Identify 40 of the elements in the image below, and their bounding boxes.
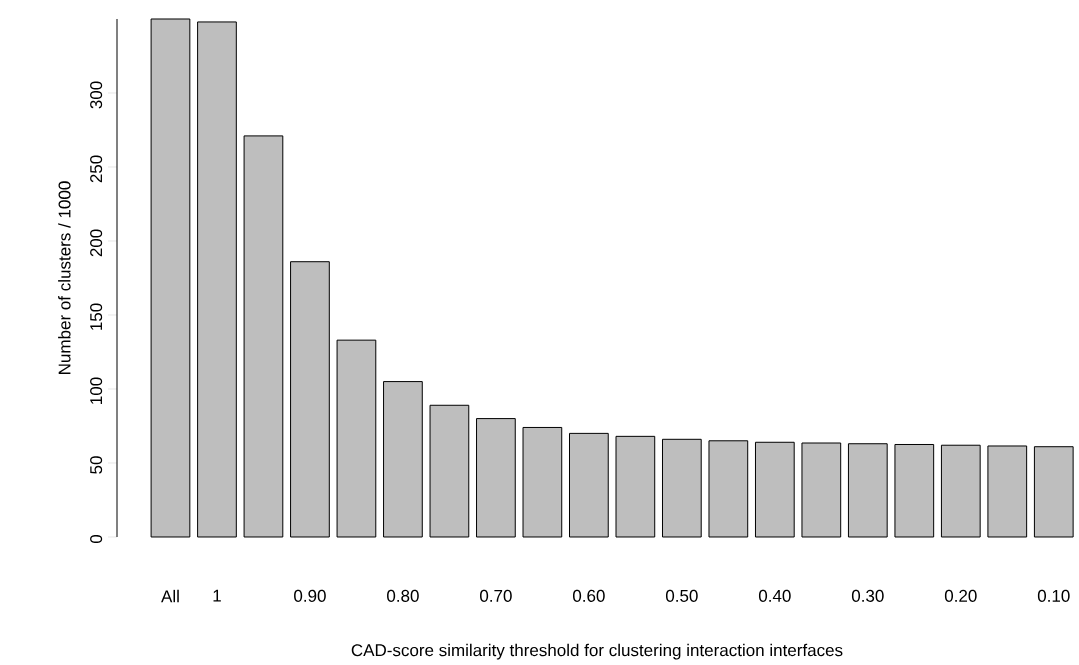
x-tick-label: 1 xyxy=(213,589,221,602)
bar xyxy=(987,445,1028,538)
bar xyxy=(243,135,284,538)
bar xyxy=(522,426,563,538)
y-tick-label: 250 xyxy=(90,155,103,183)
bar xyxy=(801,442,842,538)
bar xyxy=(383,380,423,538)
y-tick-label: 150 xyxy=(90,303,103,330)
x-tick-label: 0.20 xyxy=(944,589,977,602)
y-tick-label: 100 xyxy=(90,377,103,404)
y-tick-label: 0 xyxy=(90,534,103,543)
x-tick-label: 0.80 xyxy=(387,589,419,602)
x-tick-label: All xyxy=(161,589,179,603)
bar xyxy=(429,404,470,538)
bar xyxy=(1033,446,1074,538)
x-tick-label: 0.90 xyxy=(294,589,326,602)
y-tick-label: 50 xyxy=(90,456,103,474)
bar xyxy=(569,432,609,538)
x-tick-label: 0.60 xyxy=(573,589,605,602)
x-tick-label: 0.30 xyxy=(851,589,884,602)
bar xyxy=(197,21,237,538)
x-axis-title: CAD-score similarity threshold for clustering interaction interfaces xyxy=(351,643,843,660)
x-tick-label: 0.40 xyxy=(758,589,791,602)
bar xyxy=(940,444,981,538)
y-tick-label: 300 xyxy=(90,81,103,109)
bar xyxy=(847,443,888,538)
bar xyxy=(476,417,516,538)
bar xyxy=(894,443,935,538)
bar xyxy=(661,438,702,538)
x-tick-label: 0.70 xyxy=(480,589,512,602)
bar xyxy=(754,441,795,538)
x-tick-label: 0.10 xyxy=(1037,589,1070,602)
x-tick-label: 0.50 xyxy=(665,589,698,602)
bar xyxy=(336,339,377,538)
bar xyxy=(150,18,191,538)
y-axis-title: Number of clusters / 1000 xyxy=(58,181,71,374)
bar xyxy=(290,261,330,538)
bar xyxy=(708,440,749,538)
bar xyxy=(615,435,656,538)
y-tick-label: 200 xyxy=(90,229,103,257)
